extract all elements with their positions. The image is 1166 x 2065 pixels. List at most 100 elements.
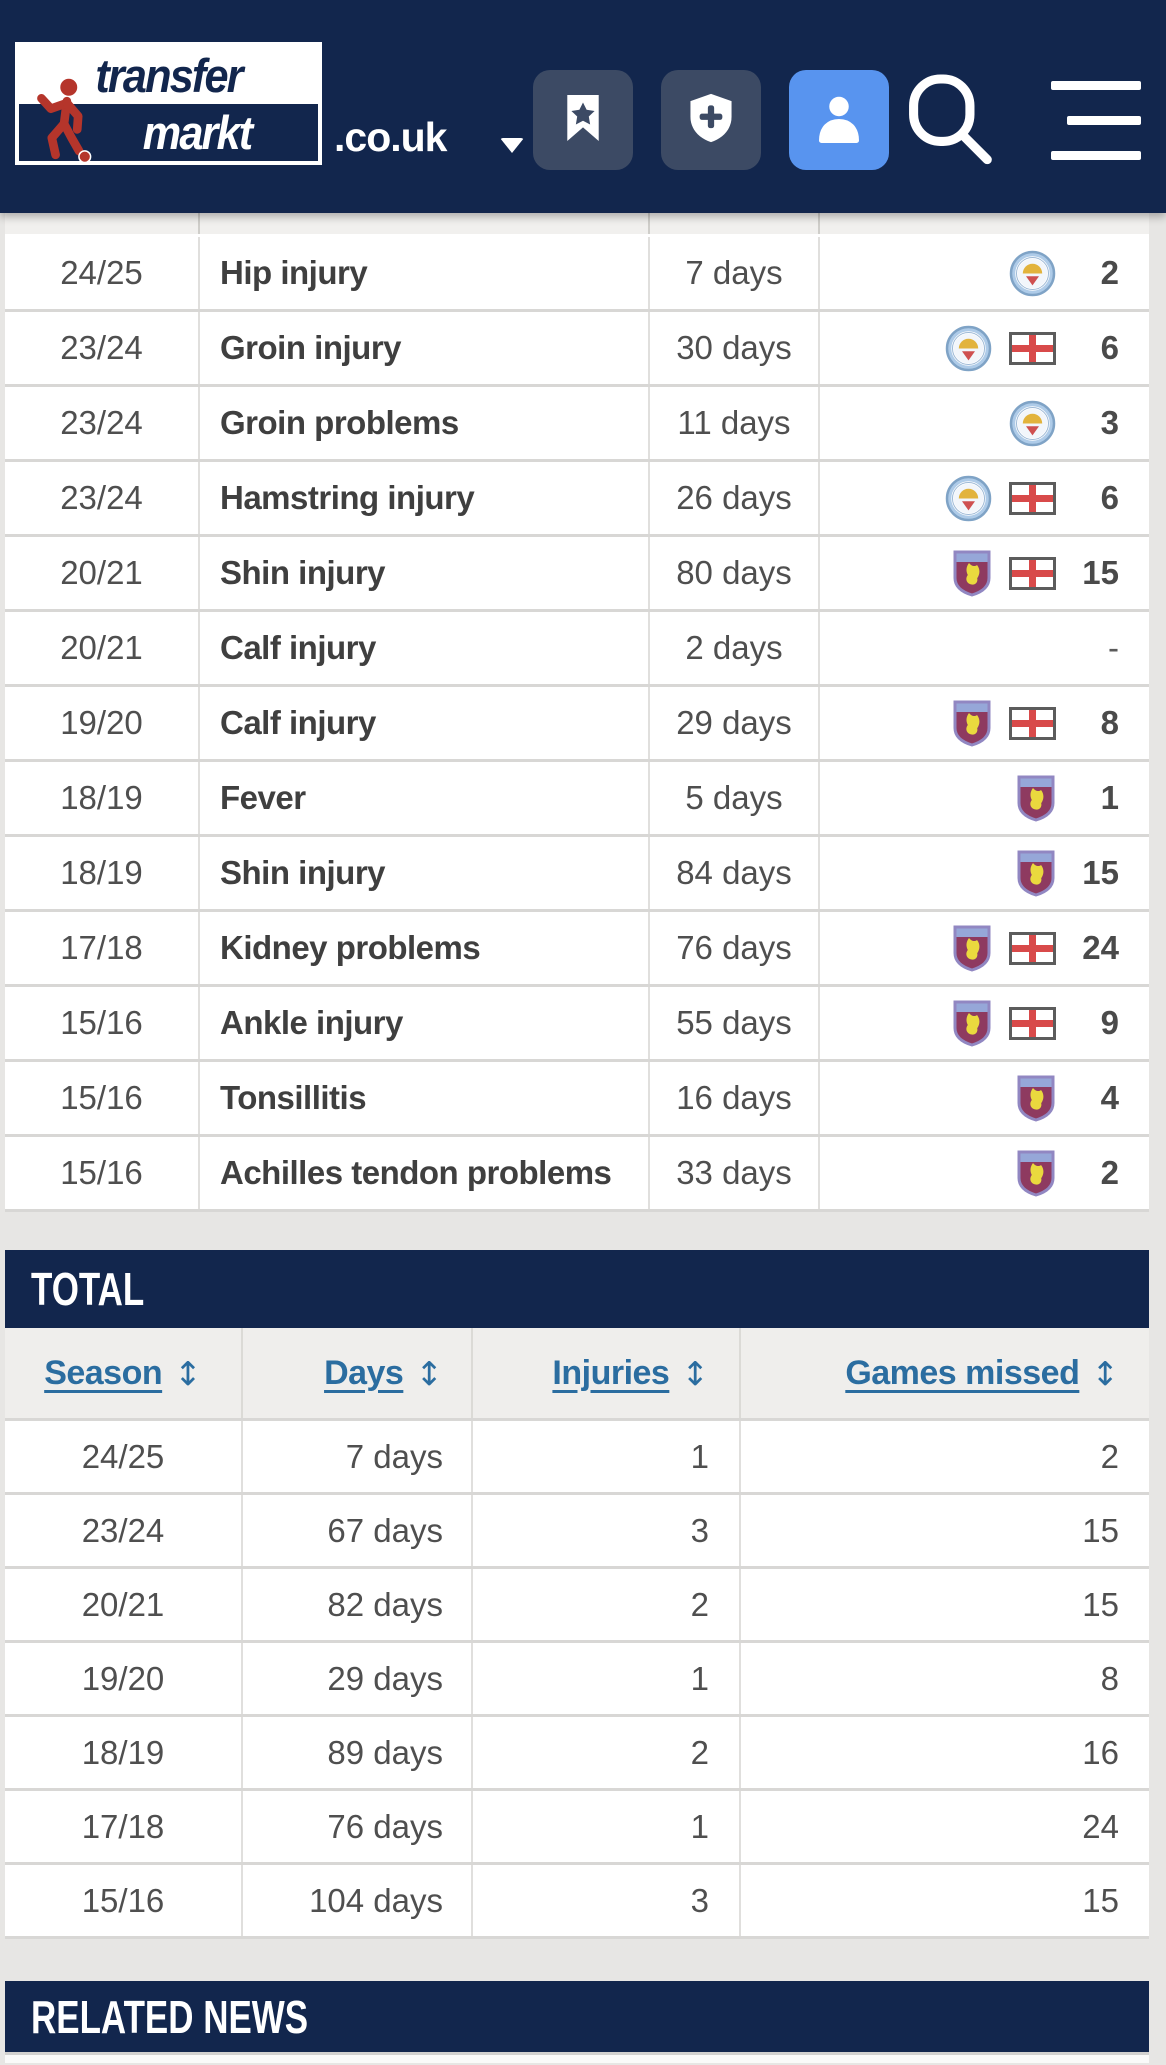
total-column-header[interactable]: Season ↕ (5, 1328, 243, 1418)
season-cell: 24/25 (5, 1421, 243, 1492)
hamburger-menu-icon (1051, 80, 1141, 160)
total-column-header[interactable]: Days ↕ (243, 1328, 473, 1418)
logo-text-markt: markt (143, 106, 253, 159)
season-cell: 15/16 (5, 1062, 200, 1134)
add-club-button[interactable] (661, 70, 761, 170)
days-cell: 76 days (650, 912, 820, 984)
injury-row: 17/18 Kidney problems 76 days 24 (5, 912, 1149, 987)
aston-villa-crest-icon[interactable] (1016, 1150, 1056, 1197)
england-flag-icon[interactable] (1009, 1006, 1056, 1040)
days-cell: 82 days (243, 1569, 473, 1640)
games-missed-value: 8 (1100, 704, 1119, 741)
injuries-cell: 3 (473, 1495, 741, 1566)
total-section-header: TOTAL (5, 1250, 1149, 1328)
injury-name-cell: Hip injury (200, 237, 650, 309)
aston-villa-crest-icon[interactable] (952, 925, 992, 972)
caret-down-icon[interactable] (500, 138, 524, 153)
sort-icon[interactable]: ↕ (174, 1353, 202, 1393)
season-cell: 18/19 (5, 762, 200, 834)
man-city-crest-icon[interactable] (945, 475, 992, 522)
menu-button[interactable] (1046, 70, 1146, 170)
injury-table-header-clipped (5, 213, 1149, 237)
games-missed-value: 24 (1082, 929, 1119, 966)
england-flag-icon[interactable] (1009, 706, 1056, 740)
games-missed-cell: 15 (1082, 1881, 1119, 1919)
aston-villa-crest-icon[interactable] (952, 700, 992, 747)
search-button[interactable] (900, 70, 1000, 170)
aston-villa-crest-icon[interactable] (1016, 775, 1056, 822)
profile-button[interactable] (789, 70, 889, 170)
injury-name-cell: Kidney problems (200, 912, 650, 984)
column-header-link[interactable]: Games missed (845, 1353, 1080, 1392)
total-row: 23/24 67 days 3 15 (5, 1495, 1149, 1569)
games-missed-cell: 3 (820, 387, 1149, 459)
season-cell: 18/19 (5, 1717, 243, 1788)
days-cell: 76 days (243, 1791, 473, 1862)
games-missed-cell: 6 (820, 312, 1149, 384)
games-missed-cell: 8 (820, 687, 1149, 759)
search-icon (898, 66, 1002, 175)
injury-name-cell: Shin injury (200, 837, 650, 909)
injury-row: 23/24 Hamstring injury 26 days 6 (5, 462, 1149, 537)
games-missed-value: 15 (1082, 854, 1119, 891)
column-header-link[interactable]: Injuries (552, 1353, 670, 1392)
season-cell: 17/18 (5, 912, 200, 984)
total-column-header[interactable]: Injuries ↕ (473, 1328, 741, 1418)
games-missed-cell: 24 (1082, 1807, 1119, 1845)
footballer-icon (33, 74, 97, 171)
aston-villa-crest-icon[interactable] (1016, 850, 1056, 897)
england-flag-icon[interactable] (1009, 331, 1056, 365)
total-row: 18/19 89 days 2 16 (5, 1717, 1149, 1791)
injury-name-cell: Groin problems (200, 387, 650, 459)
injuries-cell: 1 (473, 1791, 741, 1862)
aston-villa-crest-icon[interactable] (952, 1000, 992, 1047)
injury-row: 15/16 Achilles tendon problems 33 days 2 (5, 1137, 1149, 1212)
sort-icon[interactable]: ↕ (681, 1353, 709, 1393)
domain-label[interactable]: .co.uk (334, 114, 447, 160)
england-flag-icon[interactable] (1009, 931, 1056, 965)
injury-row: 23/24 Groin injury 30 days 6 (5, 312, 1149, 387)
games-missed-value: 1 (1100, 779, 1119, 816)
injury-name-cell: Calf injury (200, 612, 650, 684)
games-missed-cell: 15 (820, 837, 1149, 909)
injury-row: 15/16 Ankle injury 55 days 9 (5, 987, 1149, 1062)
season-cell: 15/16 (5, 1865, 243, 1936)
games-missed-cell: 9 (820, 987, 1149, 1059)
injury-row: 20/21 Shin injury 80 days 15 (5, 537, 1149, 612)
total-column-header[interactable]: Games missed ↕ (741, 1328, 1149, 1418)
total-title: TOTAL (31, 1263, 145, 1315)
man-city-crest-icon[interactable] (945, 325, 992, 372)
top-navbar: transfer markt .co.uk (0, 0, 1166, 213)
season-cell: 23/24 (5, 387, 200, 459)
season-cell: 19/20 (5, 687, 200, 759)
total-row: 17/18 76 days 1 24 (5, 1791, 1149, 1865)
injury-row: 23/24 Groin problems 11 days 3 (5, 387, 1149, 462)
season-cell: 18/19 (5, 837, 200, 909)
injury-row: 24/25 Hip injury 7 days 2 (5, 237, 1149, 312)
sort-icon[interactable]: ↕ (415, 1353, 443, 1393)
column-header-link[interactable]: Season (44, 1353, 163, 1392)
games-missed-cell: 1 (820, 762, 1149, 834)
injury-name-cell: Achilles tendon problems (200, 1137, 650, 1209)
aston-villa-crest-icon[interactable] (1016, 1075, 1056, 1122)
england-flag-icon[interactable] (1009, 481, 1056, 515)
games-missed-cell: 4 (820, 1062, 1149, 1134)
man-city-crest-icon[interactable] (1009, 400, 1056, 447)
column-header-link[interactable]: Days (324, 1353, 404, 1392)
total-row: 19/20 29 days 1 8 (5, 1643, 1149, 1717)
injury-row: 15/16 Tonsillitis 16 days 4 (5, 1062, 1149, 1137)
shield-plus-icon (682, 89, 740, 152)
days-cell: 7 days (243, 1421, 473, 1492)
aston-villa-crest-icon[interactable] (952, 550, 992, 597)
days-cell: 11 days (650, 387, 820, 459)
season-cell: 23/24 (5, 1495, 243, 1566)
bookmark-button[interactable] (533, 70, 633, 170)
total-table-header-row: Season ↕ Days ↕ Injuries ↕ Games missed … (5, 1328, 1149, 1421)
days-cell: 29 days (243, 1643, 473, 1714)
england-flag-icon[interactable] (1009, 556, 1056, 590)
games-missed-value: 4 (1100, 1079, 1119, 1116)
transfermarkt-logo[interactable]: transfer markt (15, 42, 322, 165)
games-missed-cell: 24 (820, 912, 1149, 984)
sort-icon[interactable]: ↕ (1091, 1353, 1119, 1393)
man-city-crest-icon[interactable] (1009, 250, 1056, 297)
